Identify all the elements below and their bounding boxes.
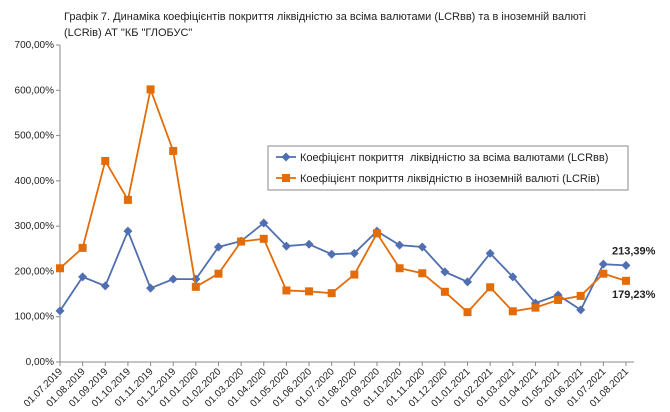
legend-label: Коефіцієнт покриття ліквідністю за всіма… [300, 152, 608, 164]
marker [508, 272, 518, 282]
marker [281, 241, 291, 251]
marker [395, 240, 405, 250]
marker [621, 260, 631, 270]
data-label: 213,39% [612, 245, 656, 257]
marker [531, 303, 540, 312]
marker [418, 269, 427, 278]
series-line [59, 221, 627, 312]
marker [146, 85, 155, 94]
y-tick-label: 200,00% [15, 266, 55, 277]
marker [440, 287, 449, 296]
marker [237, 237, 246, 246]
chart-title: Графік 7. Динаміка коефіцієнтів покриття… [64, 11, 586, 23]
y-tick-label: 600,00% [15, 85, 55, 96]
y-tick-label: 500,00% [15, 131, 55, 142]
marker [259, 218, 269, 228]
marker [146, 283, 156, 293]
marker [282, 286, 291, 295]
marker [101, 156, 110, 165]
series-line [59, 86, 627, 314]
chart-title: (LCRів) АТ "КБ "ГЛОБУС" [64, 27, 192, 39]
marker [440, 267, 450, 277]
marker [350, 270, 359, 279]
marker [304, 239, 314, 249]
marker [213, 242, 223, 252]
marker [327, 249, 337, 259]
marker [576, 291, 585, 300]
marker [56, 264, 64, 273]
marker [281, 152, 291, 162]
marker [463, 277, 473, 287]
marker [282, 174, 290, 182]
marker [349, 248, 359, 258]
marker [372, 229, 381, 238]
y-tick-label: 300,00% [15, 221, 55, 232]
marker [259, 234, 268, 243]
marker [395, 264, 404, 273]
marker [485, 248, 495, 258]
marker [554, 295, 563, 304]
marker [486, 283, 495, 292]
y-tick-label: 100,00% [15, 312, 55, 323]
marker [168, 274, 178, 284]
marker [78, 243, 87, 252]
marker [305, 287, 314, 296]
y-tick-label: 0,00% [26, 357, 54, 368]
legend-box [267, 145, 629, 191]
marker [327, 289, 336, 298]
marker [123, 226, 133, 236]
marker [576, 305, 586, 315]
marker [55, 306, 65, 316]
legend-label: Коефіцієнт покриття ліквідністю в інозем… [300, 173, 600, 185]
marker [169, 146, 178, 155]
marker [78, 272, 88, 282]
marker [599, 269, 608, 278]
marker [463, 308, 472, 317]
data-label: 179,23% [612, 289, 656, 301]
marker [191, 282, 200, 291]
marker [214, 269, 223, 278]
marker [622, 276, 630, 285]
marker [508, 307, 517, 316]
marker [598, 259, 608, 269]
marker [417, 242, 427, 252]
marker [123, 195, 132, 204]
marker [100, 281, 110, 291]
y-tick-label: 400,00% [15, 176, 55, 187]
y-tick-label: 700,00% [15, 40, 55, 51]
